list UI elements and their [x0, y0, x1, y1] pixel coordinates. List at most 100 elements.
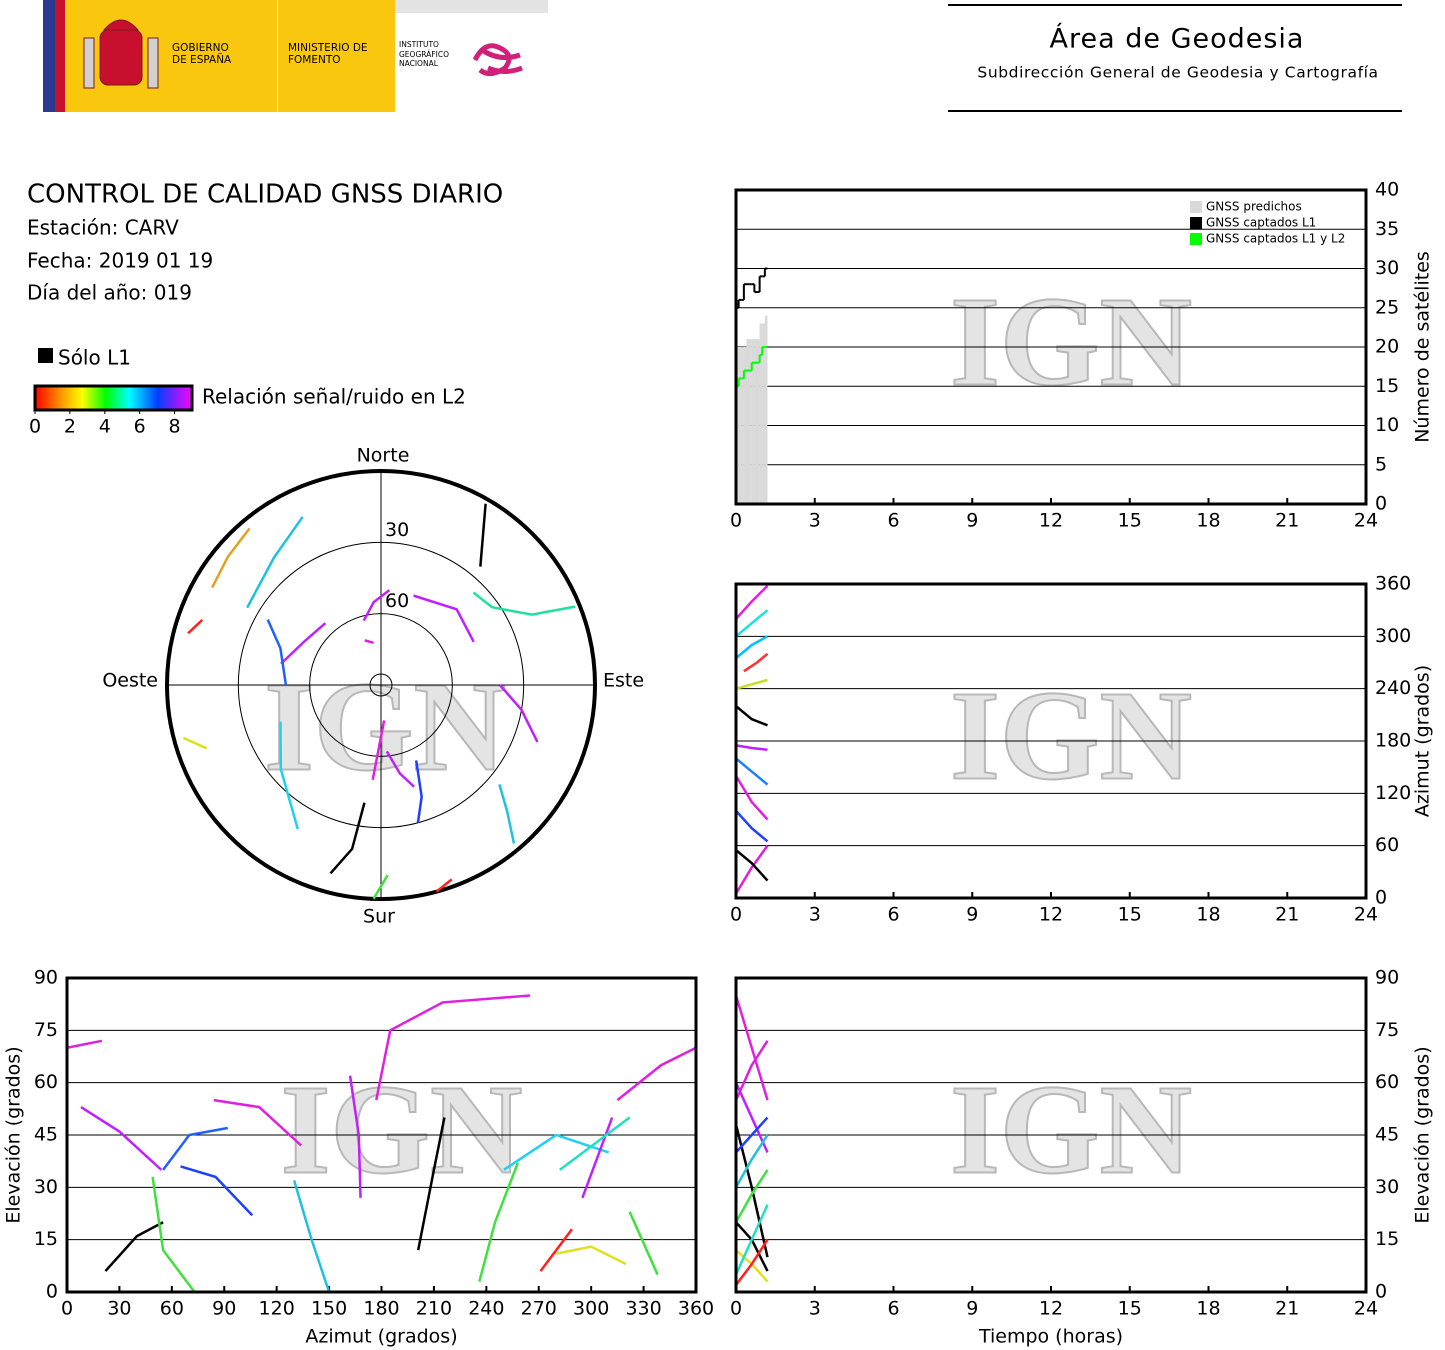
bar — [743, 347, 747, 504]
legend-label: GNSS captados L1 y L2 — [1206, 232, 1345, 246]
y-tick-label: 240 — [1375, 677, 1411, 699]
y-tick-label: 360 — [1375, 573, 1411, 595]
track — [735, 744, 768, 751]
logo-band — [395, 0, 548, 13]
x-tick-label: 180 — [363, 1298, 399, 1320]
track — [478, 1162, 519, 1282]
track — [734, 775, 769, 821]
chart: IGN 0 15 30 45 60 75 90 0 3 6 9 12 15 18 21 24 Tiempo (ho… — [730, 967, 1434, 1348]
series-group — [736, 267, 768, 504]
sky-track — [187, 619, 204, 635]
bar — [746, 339, 750, 504]
colorbar-tick-label: 8 — [169, 416, 181, 438]
horizon — [165, 469, 597, 901]
y-tick-label: 45 — [34, 1124, 58, 1146]
watermark: IGN — [950, 664, 1192, 806]
header-logos: GOBIERNO DE ESPAÑA GOBIERNO DE ESPAÑA MI… — [43, 0, 548, 112]
flag-stripe — [43, 0, 55, 112]
x-tick-label: 21 — [1275, 1298, 1299, 1320]
track — [162, 1126, 228, 1171]
track — [348, 1075, 362, 1198]
x-tick-label: 30 — [107, 1298, 131, 1320]
y-tick-label: 75 — [1375, 1019, 1399, 1041]
x-tick-label: 240 — [468, 1298, 504, 1320]
chart: IGN 0 15 30 45 60 75 90 0 30 60 90 120 150 180 210 240 27… — [3, 967, 715, 1348]
ring-label: 60 — [385, 590, 409, 612]
x-tick-label: 0 — [730, 1298, 742, 1320]
ministry-block — [278, 0, 395, 112]
track — [735, 584, 769, 620]
bar — [738, 347, 742, 504]
ministry-text-box: MINISTERIO DE FOMENTO — [288, 42, 368, 66]
sky-track — [364, 639, 374, 645]
y-tick-label: 40 — [1375, 179, 1399, 201]
y-tick-label: 90 — [1375, 967, 1399, 989]
x-tick-label: 9 — [966, 904, 978, 926]
track — [151, 1176, 196, 1293]
x-tick-label: 24 — [1354, 1298, 1378, 1320]
x-tick-label: 330 — [625, 1298, 661, 1320]
sky-track — [182, 736, 208, 750]
elevation-ring — [237, 541, 525, 829]
x-tick-label: 21 — [1275, 510, 1299, 532]
track — [555, 1245, 627, 1266]
y-tick-label: 15 — [34, 1228, 58, 1250]
sky-track — [413, 594, 475, 643]
track — [213, 1098, 302, 1147]
sky-track — [498, 784, 516, 844]
bar — [759, 323, 763, 504]
y-axis-label: Elevación (grados) — [3, 1046, 25, 1223]
track — [734, 1204, 769, 1276]
y-tick-label: 90 — [34, 967, 58, 989]
ring-label: 30 — [385, 519, 409, 541]
track — [539, 1228, 573, 1272]
track — [734, 1082, 769, 1153]
direction-label: Oeste — [102, 670, 158, 692]
l1-label: Sólo L1 — [58, 346, 131, 370]
track — [292, 1180, 331, 1293]
plot-frame — [734, 976, 1368, 1294]
sky-track — [211, 527, 251, 589]
x-tick-label: 150 — [311, 1298, 347, 1320]
track — [735, 849, 769, 882]
chart: IGN 0 5 10 15 20 25 30 35 40 0 3 6 9 12 15 18 21 24 Número … — [730, 179, 1434, 532]
plot-frame — [734, 188, 1368, 506]
bar — [764, 315, 768, 504]
y-tick-label: 120 — [1375, 782, 1411, 804]
y-tick-label: 15 — [1375, 1228, 1399, 1250]
sky-track — [279, 721, 299, 830]
plot-frame — [65, 976, 698, 1294]
track — [735, 1116, 769, 1154]
legend-swatch — [1190, 217, 1202, 229]
track — [734, 1134, 769, 1188]
x-tick-label: 9 — [966, 1298, 978, 1320]
y-tick-label: 0 — [1375, 493, 1387, 515]
y-tick-label: 0 — [46, 1281, 58, 1303]
y-tick-label: 0 — [1375, 887, 1387, 909]
legend-swatch — [1190, 201, 1202, 213]
institute-text-box: INSTITUTO GEOGRÁFICO NACIONAL — [399, 40, 449, 68]
series-group — [734, 995, 769, 1286]
colorbar-label: Relación señal/ruido en L2 — [202, 385, 466, 409]
bar — [741, 347, 744, 504]
institute-text: INSTITUTO GEOGRÁFICO NACIONAL — [399, 40, 449, 68]
track — [734, 1040, 769, 1101]
legend-label: GNSS captados L1 — [1206, 216, 1316, 230]
sky-track — [372, 874, 389, 900]
x-tick-label: 15 — [1118, 1298, 1142, 1320]
watermark: IGN — [264, 655, 506, 797]
bar — [762, 323, 765, 504]
track — [180, 1165, 254, 1217]
watermark: IGN — [950, 270, 1192, 412]
direction-label: Este — [603, 670, 644, 692]
y-tick-label: 25 — [1375, 296, 1399, 318]
sky-track — [479, 503, 487, 567]
y-axis-label: Azimut (grados) — [1412, 665, 1434, 817]
track — [735, 635, 769, 660]
sky-track — [414, 760, 423, 823]
ministry-text: MINISTERIO DE FOMENTO — [288, 42, 368, 66]
x-tick-label: 0 — [730, 510, 742, 532]
colorbar-tick-label: 4 — [99, 416, 111, 438]
